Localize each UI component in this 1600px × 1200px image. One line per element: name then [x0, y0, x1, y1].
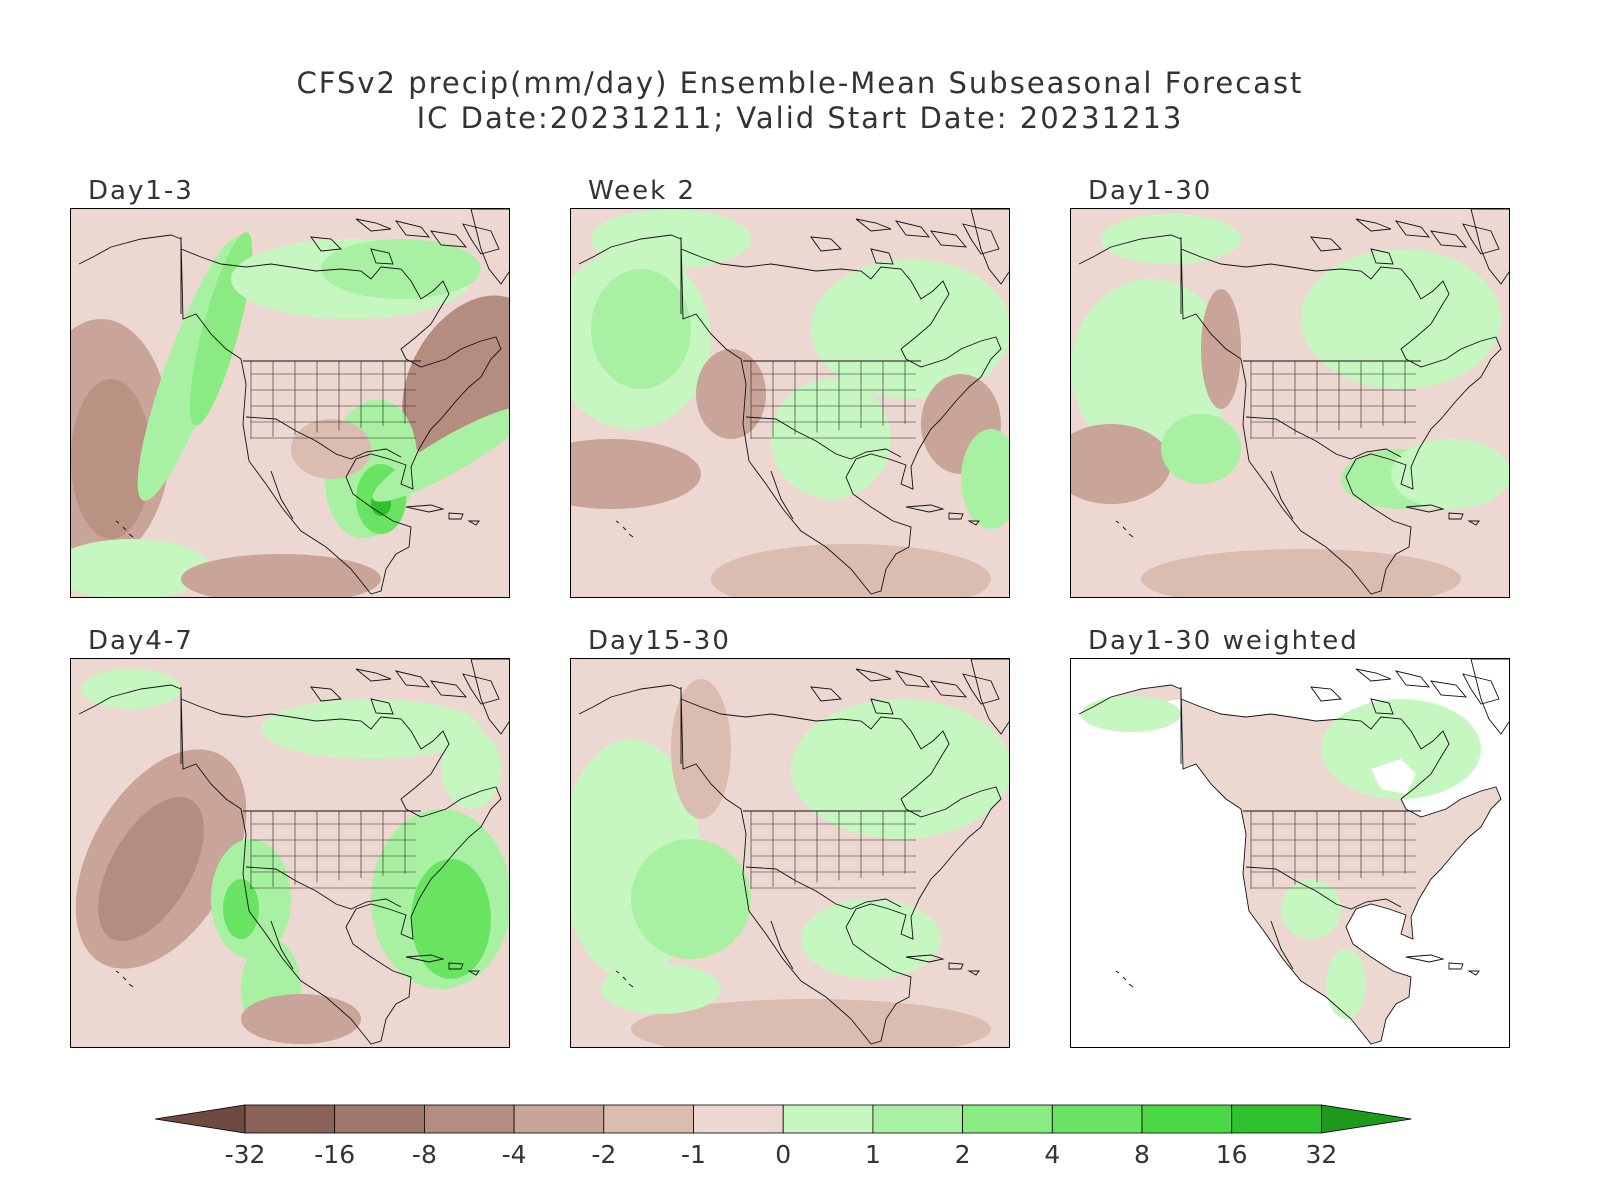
map-panel-day1-3 — [70, 208, 510, 598]
colorbar-swatch — [693, 1104, 784, 1134]
colorbar-tick-label: 2 — [954, 1140, 971, 1169]
precip-map — [1071, 659, 1509, 1047]
colorbar-swatch — [1141, 1104, 1233, 1134]
map-panel-day1-30 — [1070, 208, 1510, 598]
colorbar-tick-label: -4 — [501, 1140, 527, 1169]
colorbar-arrow-low — [155, 1104, 246, 1134]
panel-label-week2: Week 2 — [588, 176, 697, 206]
colorbar-tick-label: 4 — [1044, 1140, 1061, 1169]
colorbar-swatch — [782, 1104, 874, 1134]
colorbar-swatch — [603, 1104, 694, 1134]
panel-label-day1-30: Day1-30 — [1088, 176, 1213, 206]
colorbar-swatch — [1051, 1104, 1143, 1134]
panel-label-day15-30: Day15-30 — [588, 626, 731, 656]
precip-map — [571, 209, 1009, 597]
colorbar-swatch — [244, 1104, 336, 1134]
precip-map — [71, 659, 509, 1047]
precip-map — [71, 209, 509, 597]
precip-map — [571, 659, 1009, 1047]
colorbar-tick-label: -1 — [681, 1140, 706, 1169]
colorbar-tick-label: 0 — [775, 1140, 792, 1169]
map-panel-day15-30 — [570, 658, 1010, 1048]
chart-title: CFSv2 precip(mm/day) Ensemble-Mean Subse… — [296, 66, 1304, 100]
map-panel-day1-30-weighted — [1070, 658, 1510, 1048]
precip-map — [1071, 209, 1509, 597]
panel-label-day1-3: Day1-3 — [88, 176, 194, 206]
colorbar — [155, 1104, 1412, 1134]
panel-label-day1-30-weighted: Day1-30 weighted — [1088, 626, 1359, 656]
colorbar-swatch — [872, 1104, 964, 1134]
colorbar-swatch — [513, 1104, 605, 1134]
colorbar-tick-label: -32 — [224, 1140, 266, 1169]
map-panel-week2 — [570, 208, 1010, 598]
colorbar-swatch — [1231, 1104, 1322, 1134]
map-panel-day4-7 — [70, 658, 510, 1048]
colorbar-tick-label: 16 — [1215, 1140, 1248, 1169]
colorbar-arrow-high — [1321, 1104, 1412, 1134]
colorbar-tick-label: -16 — [314, 1140, 356, 1169]
colorbar-tick-label: 32 — [1305, 1140, 1338, 1169]
panel-label-day4-7: Day4-7 — [88, 626, 194, 656]
colorbar-swatch — [334, 1104, 425, 1134]
colorbar-swatch — [962, 1104, 1053, 1134]
colorbar-swatch — [423, 1104, 515, 1134]
colorbar-tick-label: 1 — [864, 1140, 881, 1169]
colorbar-tick-label: -8 — [411, 1140, 437, 1169]
colorbar-tick-label: 8 — [1134, 1140, 1150, 1169]
colorbar-tick-label: -2 — [591, 1140, 617, 1169]
chart-subtitle: IC Date:20231211; Valid Start Date: 2023… — [416, 101, 1184, 135]
